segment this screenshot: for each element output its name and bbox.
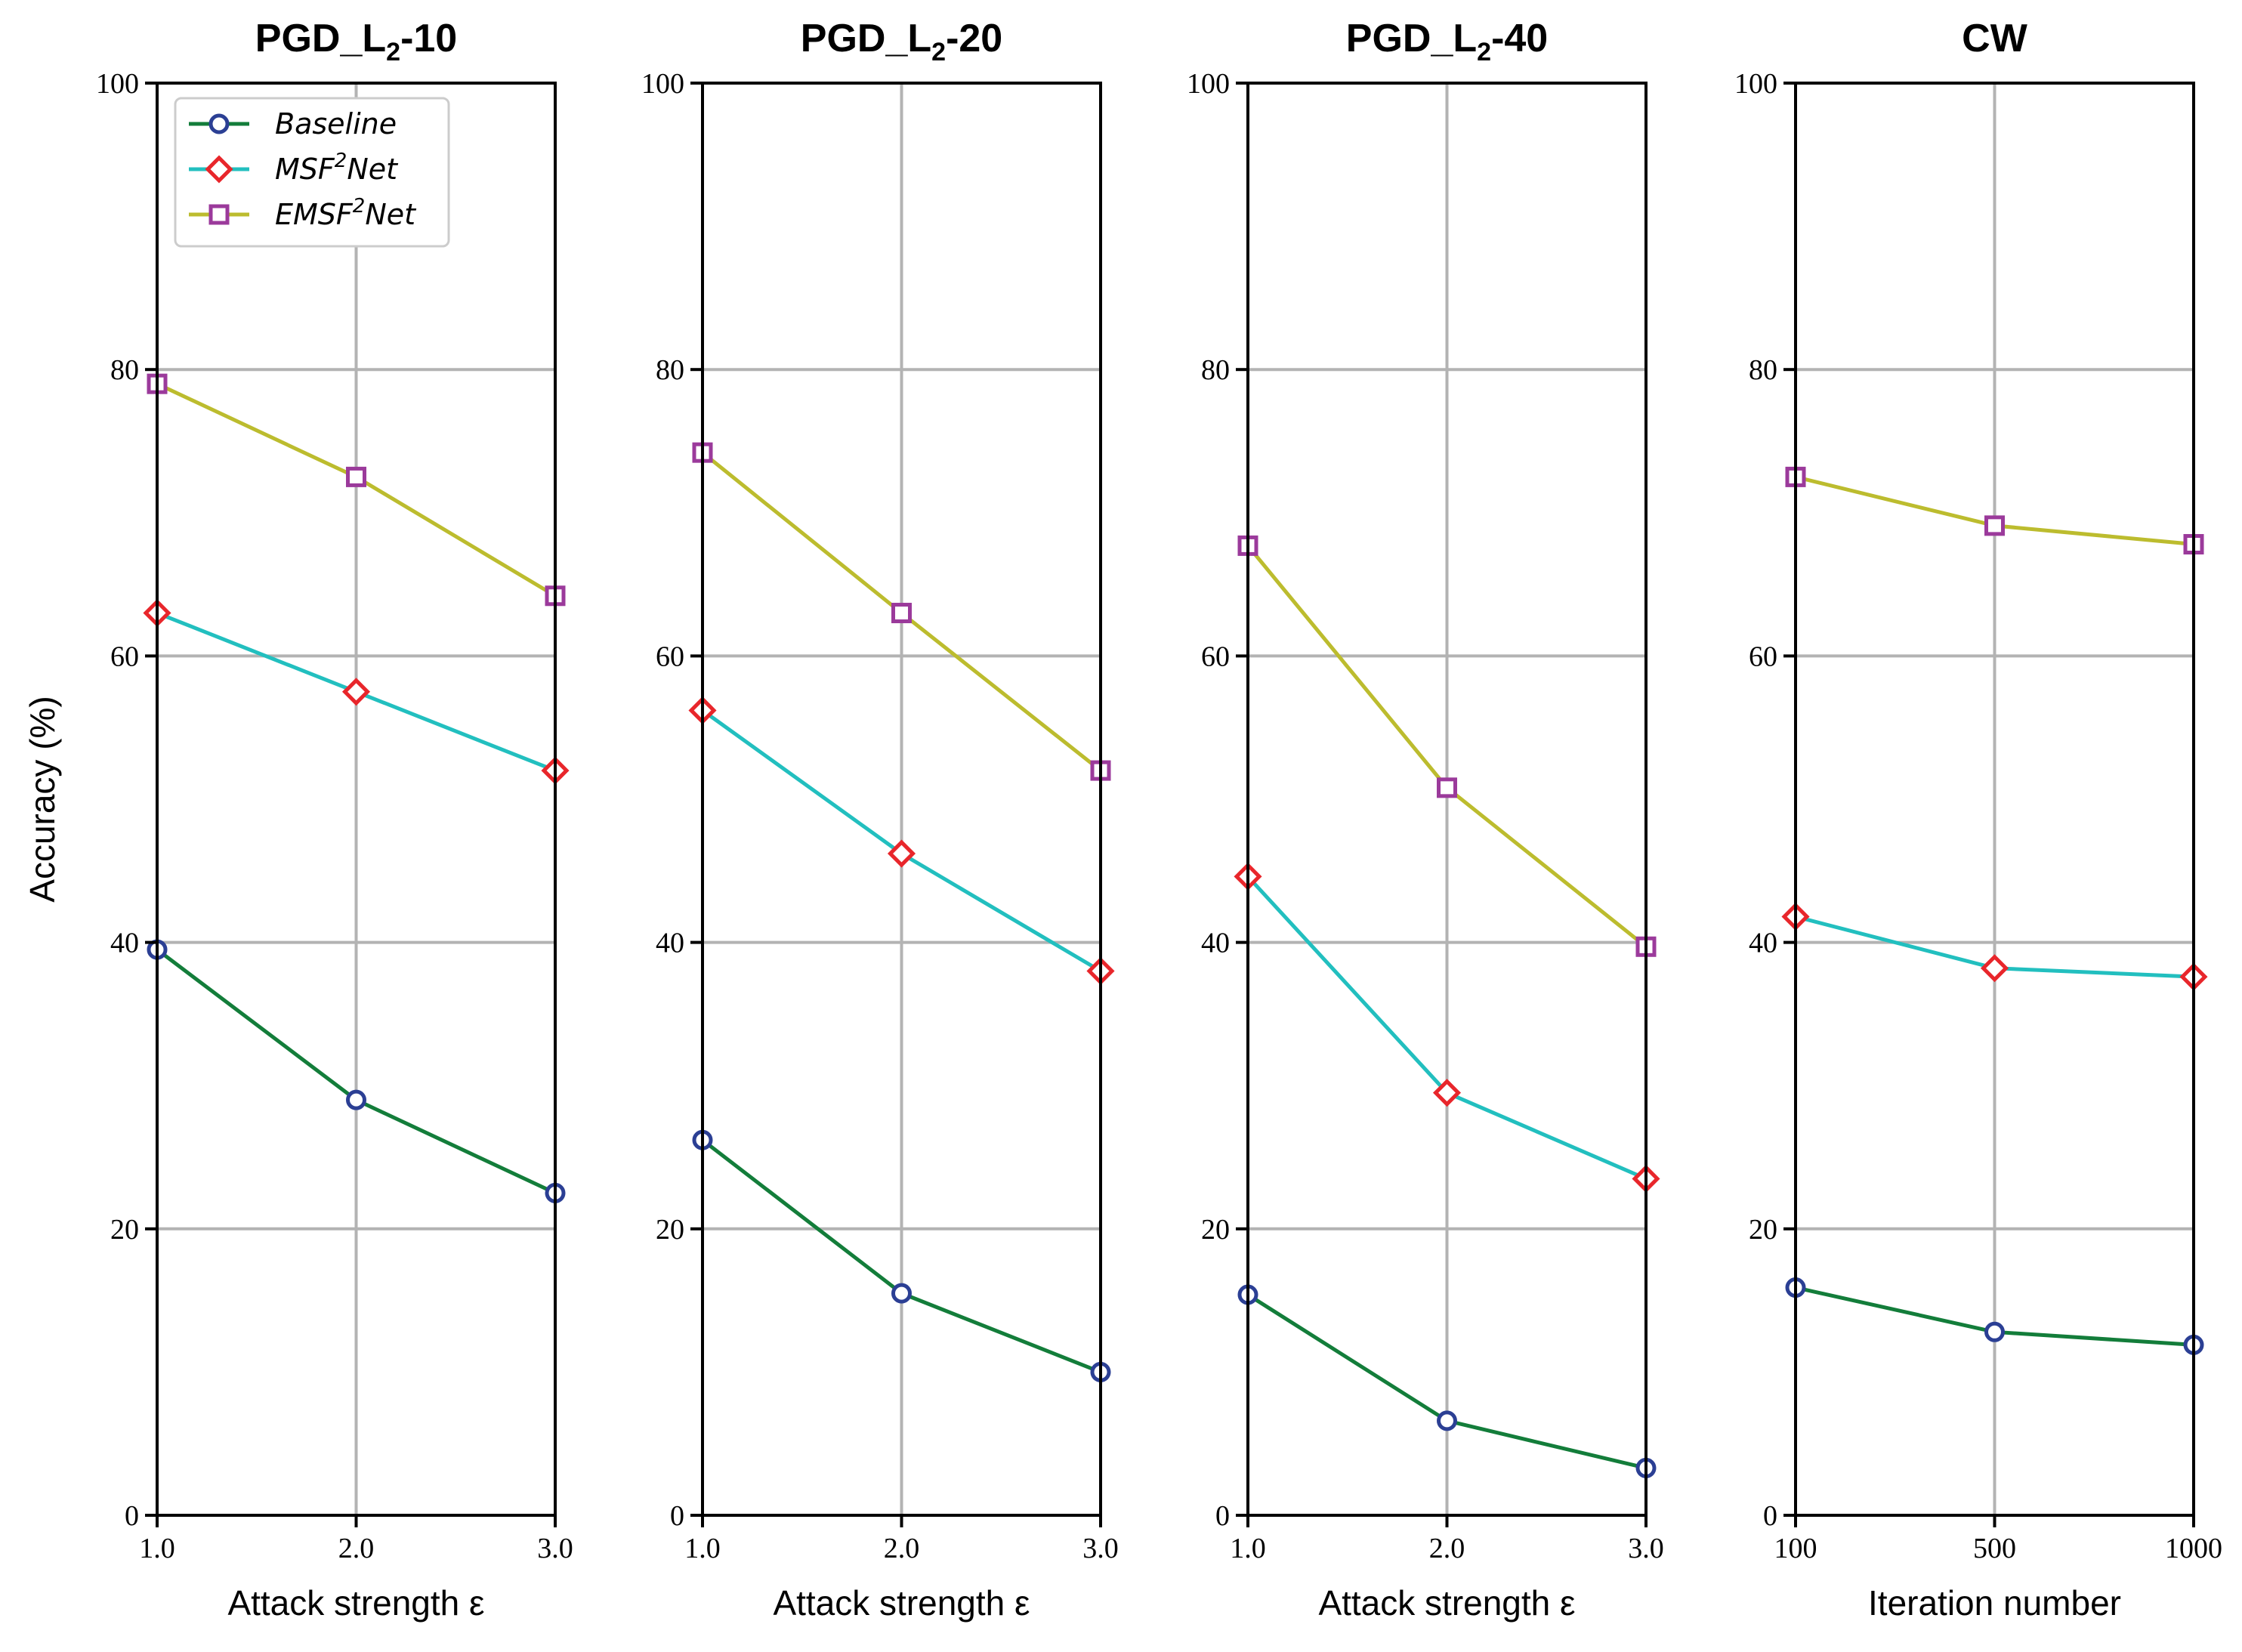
- y-tick-label: 100: [1187, 68, 1230, 100]
- y-tick-label: 60: [110, 641, 139, 672]
- y-tick-label: 0: [125, 1500, 139, 1532]
- data-point-msf2net: [887, 839, 916, 868]
- data-point-baseline: [891, 1283, 912, 1304]
- legend-label: MSF2Net: [275, 150, 399, 186]
- chart-title: PGD_L2-20: [801, 17, 1002, 66]
- data-point-emsf2net: [891, 603, 912, 624]
- panel-1: PGD_L2-10 0 20 40 60 80 100 1.0 2.0 3.0 Attack str…: [23, 17, 573, 1623]
- x-tick-label: 3.0: [537, 1533, 573, 1564]
- y-tick-label: 60: [656, 641, 684, 672]
- x-axis-label: Attack strength ε: [227, 1583, 484, 1623]
- legend-label: Baseline: [275, 107, 397, 140]
- x-tick-label: 500: [1973, 1533, 2016, 1564]
- x-axis-label: Attack strength ε: [1318, 1583, 1575, 1623]
- x-tick-label: 2.0: [338, 1533, 375, 1564]
- x-tick-label: 2.0: [1429, 1533, 1465, 1564]
- y-tick-label: 20: [110, 1214, 139, 1246]
- data-point-baseline: [1437, 1410, 1457, 1431]
- legend-marker: [205, 155, 233, 184]
- y-tick-label: 100: [1734, 68, 1777, 100]
- y-tick-label: 20: [1749, 1214, 1777, 1246]
- y-tick-label: 0: [1215, 1500, 1230, 1532]
- panel-3: PGD_L2-40 0 20 40 60 80 100 1.0 2.0 3.0 Attack str…: [1187, 17, 1664, 1623]
- y-tick-label: 80: [110, 354, 139, 386]
- panel-2: PGD_L2-20 0 20 40 60 80 100 1.0 2.0 3.0 Attack str…: [641, 17, 1119, 1623]
- y-tick-label: 40: [656, 928, 684, 959]
- data-point-msf2net: [341, 678, 371, 706]
- x-tick-label: 100: [1774, 1533, 1817, 1564]
- y-tick-label: 40: [1749, 928, 1777, 959]
- legend-marker: [208, 204, 230, 225]
- legend-box: [174, 97, 450, 248]
- legend-entry-baseline: Baseline: [189, 107, 397, 140]
- y-tick-label: 20: [656, 1214, 684, 1246]
- x-tick-label: 1.0: [139, 1533, 175, 1564]
- legend-marker: [208, 113, 230, 134]
- data-point-baseline: [346, 1089, 366, 1110]
- data-point-msf2net: [1980, 954, 2009, 983]
- x-tick-label: 3.0: [1628, 1533, 1664, 1564]
- y-tick-label: 100: [96, 68, 139, 100]
- data-point-emsf2net: [1984, 515, 2005, 536]
- legend: Baseline MSF2Net EMSF2Net: [174, 97, 450, 248]
- chart-title: PGD_L2-10: [255, 17, 457, 66]
- y-axis-label: Accuracy (%): [23, 696, 62, 902]
- data-point-baseline: [1984, 1321, 2005, 1342]
- y-tick-label: 60: [1201, 641, 1230, 672]
- data-point-msf2net: [1432, 1079, 1462, 1107]
- data-point-emsf2net: [1437, 777, 1457, 798]
- chart-title: CW: [1962, 17, 2028, 60]
- x-tick-label: 2.0: [884, 1533, 920, 1564]
- x-tick-label: 1.0: [684, 1533, 721, 1564]
- y-tick-label: 80: [1749, 354, 1777, 386]
- chart-title: PGD_L2-40: [1346, 17, 1548, 66]
- x-tick-label: 3.0: [1082, 1533, 1119, 1564]
- x-tick-label: 1.0: [1230, 1533, 1266, 1564]
- y-tick-label: 60: [1749, 641, 1777, 672]
- legend-entry-msf2net: MSF2Net: [189, 150, 399, 186]
- x-axis-label: Attack strength ε: [773, 1583, 1030, 1623]
- y-tick-label: 40: [1201, 928, 1230, 959]
- y-tick-label: 0: [670, 1500, 684, 1532]
- y-tick-label: 0: [1763, 1500, 1777, 1532]
- y-tick-label: 40: [110, 928, 139, 959]
- panel-4: CW 0 20 40 60 80 100 100 500 1000 Iteration number: [1734, 17, 2222, 1623]
- y-tick-label: 80: [1201, 354, 1230, 386]
- x-tick-label: 1000: [2165, 1533, 2222, 1564]
- legend-label: EMSF2Net: [275, 195, 417, 231]
- data-point-emsf2net: [346, 466, 366, 487]
- x-axis-label: Iteration number: [1868, 1583, 2121, 1623]
- legend-entry-emsf2net: EMSF2Net: [189, 195, 417, 231]
- y-tick-label: 20: [1201, 1214, 1230, 1246]
- y-tick-label: 100: [641, 68, 684, 100]
- y-tick-label: 80: [656, 354, 684, 386]
